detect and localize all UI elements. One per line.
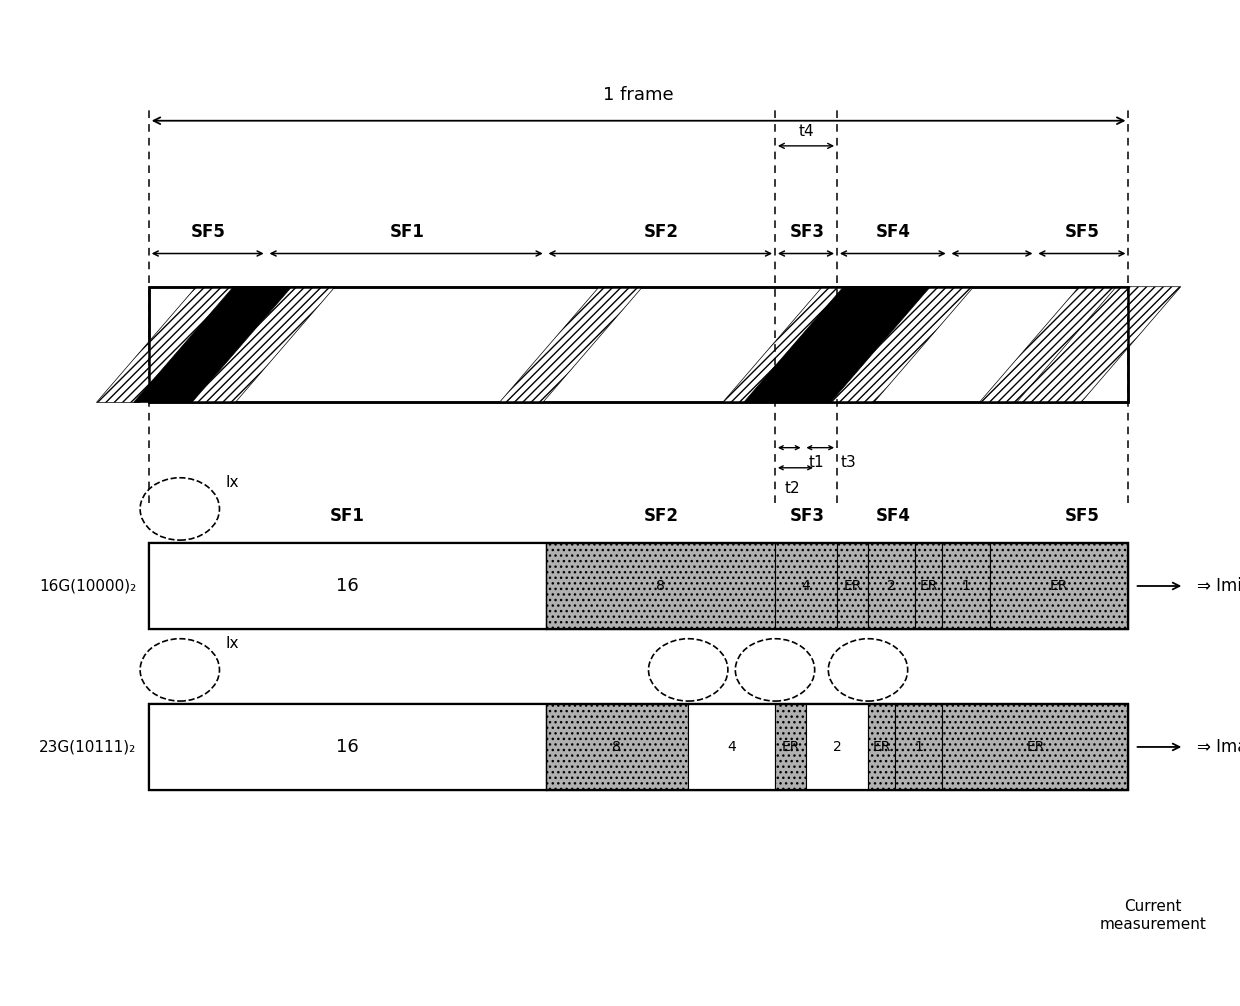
Bar — [868, 543, 915, 629]
Polygon shape — [787, 287, 936, 402]
Text: 23G(10111)₂: 23G(10111)₂ — [40, 739, 136, 754]
Polygon shape — [500, 287, 642, 402]
Bar — [688, 704, 775, 790]
Bar — [149, 543, 546, 629]
Polygon shape — [980, 287, 1122, 402]
Polygon shape — [134, 287, 298, 402]
Bar — [942, 543, 990, 629]
Bar — [915, 543, 942, 629]
Text: SF5: SF5 — [1065, 507, 1100, 525]
Text: SF1: SF1 — [330, 507, 365, 525]
Text: Ix: Ix — [226, 475, 239, 490]
Text: Ix: Ix — [226, 636, 239, 651]
Bar — [990, 543, 1128, 629]
Bar — [942, 704, 1128, 790]
Polygon shape — [1017, 287, 1180, 402]
Text: 1: 1 — [961, 579, 971, 593]
Text: ER: ER — [920, 579, 937, 593]
Polygon shape — [192, 287, 335, 402]
Text: 8: 8 — [613, 740, 621, 753]
Bar — [775, 543, 837, 629]
Text: ⇒ Imin: ⇒ Imin — [1197, 577, 1240, 595]
Text: Current
measurement: Current measurement — [1100, 899, 1207, 932]
Text: t2: t2 — [785, 481, 800, 496]
Text: SF5: SF5 — [191, 223, 226, 241]
Text: SF2: SF2 — [644, 223, 678, 241]
Text: 2: 2 — [832, 740, 842, 753]
Bar — [149, 704, 1128, 790]
Polygon shape — [97, 287, 239, 402]
Text: 1: 1 — [914, 740, 924, 753]
Text: ER: ER — [873, 740, 890, 753]
Bar — [149, 543, 1128, 629]
Text: SF3: SF3 — [790, 507, 825, 525]
Text: ER: ER — [843, 579, 862, 593]
Bar — [149, 287, 1128, 402]
Text: SF3: SF3 — [790, 223, 825, 241]
Text: 4: 4 — [727, 740, 737, 753]
Text: 16: 16 — [336, 738, 358, 756]
Bar — [895, 704, 942, 790]
Polygon shape — [831, 287, 973, 402]
Bar — [775, 704, 806, 790]
Text: SF4: SF4 — [875, 507, 910, 525]
Polygon shape — [744, 287, 893, 402]
Text: ER: ER — [1027, 740, 1044, 753]
Text: ER: ER — [781, 740, 800, 753]
Text: SF1: SF1 — [389, 223, 424, 241]
Bar — [837, 543, 868, 629]
Bar — [149, 287, 1128, 402]
Text: t4: t4 — [799, 124, 813, 139]
Text: 2: 2 — [887, 579, 897, 593]
Text: SF4: SF4 — [875, 223, 910, 241]
Text: 4: 4 — [801, 579, 811, 593]
Bar — [806, 704, 868, 790]
Text: 8: 8 — [656, 579, 665, 593]
Text: ⇒ Imax: ⇒ Imax — [1197, 738, 1240, 756]
Text: t1: t1 — [808, 455, 825, 470]
Text: ER: ER — [1050, 579, 1068, 593]
Text: 16: 16 — [336, 577, 358, 595]
Text: SF5: SF5 — [1065, 223, 1100, 241]
Bar — [149, 704, 546, 790]
Text: 1 frame: 1 frame — [604, 86, 673, 104]
Text: 16G(10000)₂: 16G(10000)₂ — [40, 578, 136, 594]
Bar — [868, 704, 895, 790]
Text: t3: t3 — [841, 455, 857, 470]
Polygon shape — [723, 287, 849, 402]
Bar — [149, 543, 1128, 629]
Bar — [546, 704, 688, 790]
Text: SF2: SF2 — [644, 507, 678, 525]
Bar — [546, 543, 775, 629]
Bar — [149, 704, 1128, 790]
